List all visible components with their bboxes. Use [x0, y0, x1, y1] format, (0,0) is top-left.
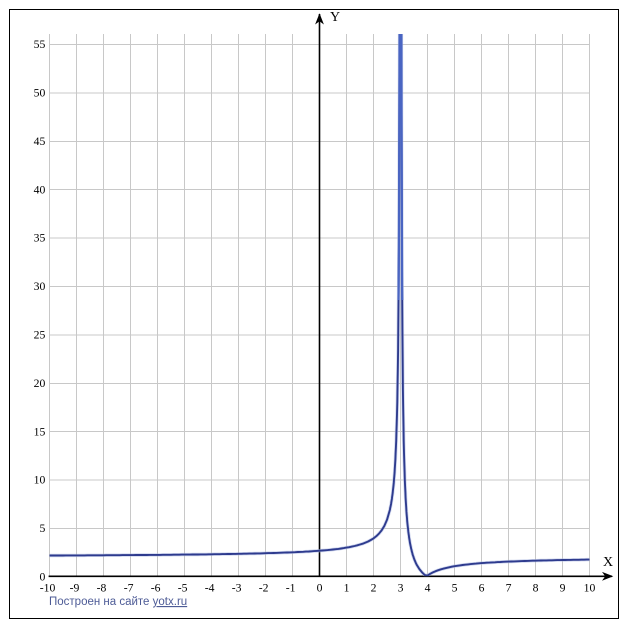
- svg-text:-8: -8: [97, 582, 107, 595]
- svg-text:5: 5: [39, 522, 45, 535]
- svg-text:4: 4: [425, 582, 431, 595]
- svg-text:8: 8: [533, 582, 539, 595]
- svg-text:0: 0: [317, 582, 323, 595]
- svg-text:30: 30: [34, 280, 46, 293]
- svg-text:3: 3: [398, 582, 404, 595]
- svg-text:9: 9: [560, 582, 566, 595]
- svg-text:-9: -9: [70, 582, 80, 595]
- svg-text:7: 7: [506, 582, 512, 595]
- svg-text:20: 20: [34, 377, 46, 390]
- svg-text:-7: -7: [124, 582, 134, 595]
- svg-text:-3: -3: [232, 582, 242, 595]
- svg-text:0: 0: [39, 571, 45, 584]
- svg-text:Построен на сайте yotx.ru: Построен на сайте yotx.ru: [49, 596, 187, 608]
- svg-text:25: 25: [34, 329, 46, 342]
- svg-text:Y: Y: [330, 10, 340, 25]
- svg-text:45: 45: [34, 135, 46, 148]
- svg-text:-6: -6: [151, 582, 161, 595]
- svg-text:35: 35: [34, 232, 46, 245]
- svg-text:-10: -10: [40, 582, 56, 595]
- svg-text:-5: -5: [178, 582, 188, 595]
- svg-text:-2: -2: [259, 582, 269, 595]
- svg-text:2: 2: [371, 582, 377, 595]
- svg-text:50: 50: [34, 87, 46, 100]
- svg-text:1: 1: [344, 582, 350, 595]
- svg-text:55: 55: [34, 38, 46, 51]
- svg-text:10: 10: [584, 582, 596, 595]
- svg-text:X: X: [603, 555, 613, 570]
- svg-text:-1: -1: [286, 582, 296, 595]
- svg-text:40: 40: [34, 183, 46, 196]
- svg-text:6: 6: [479, 582, 485, 595]
- svg-text:10: 10: [34, 474, 46, 487]
- svg-text:15: 15: [34, 425, 46, 438]
- svg-text:-4: -4: [205, 582, 215, 595]
- svg-text:5: 5: [452, 582, 458, 595]
